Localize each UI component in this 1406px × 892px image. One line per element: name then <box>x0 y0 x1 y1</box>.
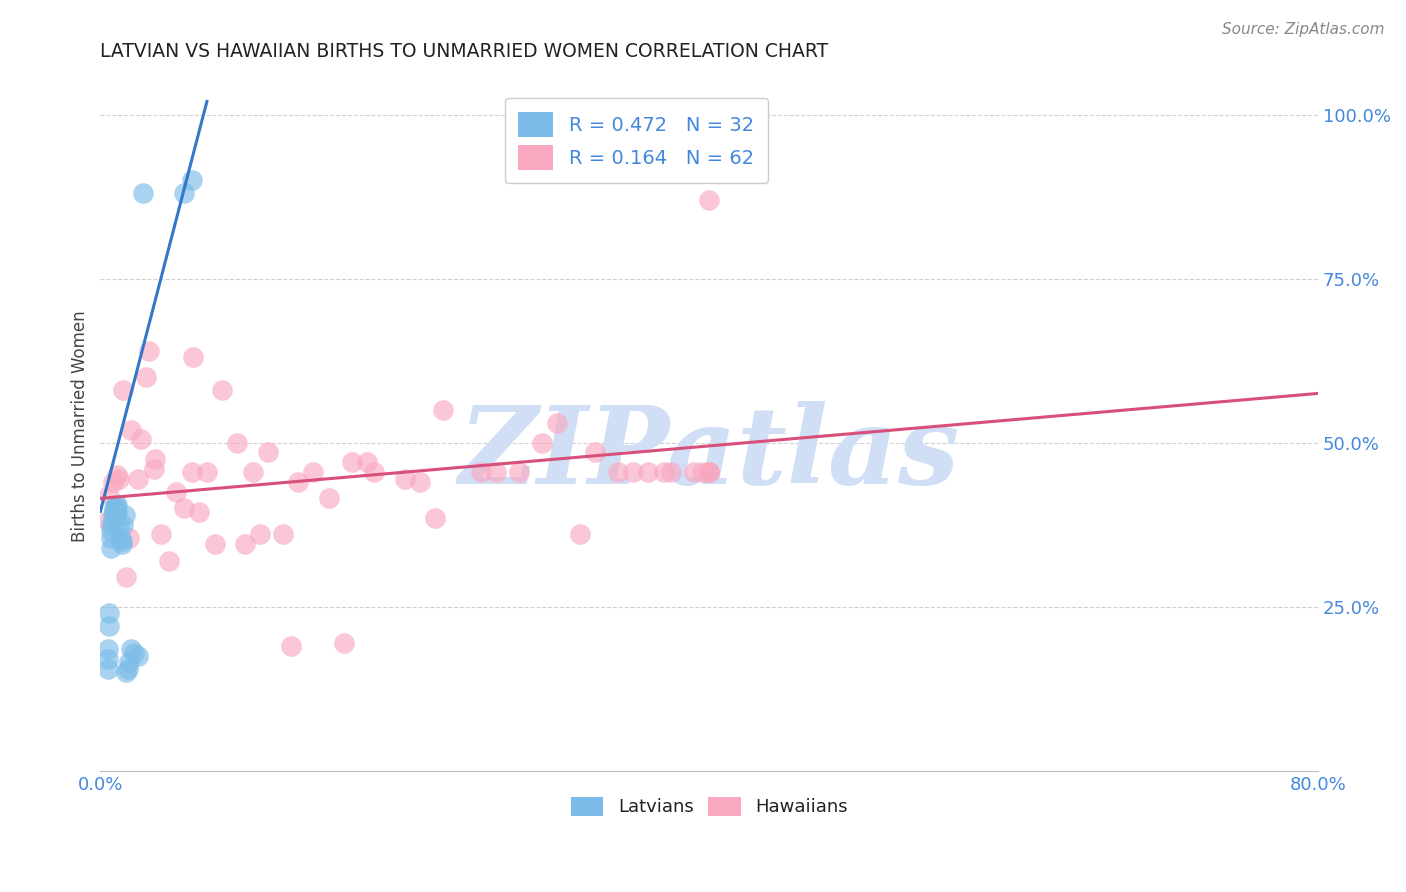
Point <box>115 665 138 680</box>
Point <box>697 465 720 479</box>
Point <box>302 465 325 479</box>
Point <box>356 455 378 469</box>
Point <box>100 541 122 555</box>
Point <box>180 173 202 187</box>
Point <box>697 193 720 207</box>
Point <box>157 554 180 568</box>
Point <box>127 648 149 663</box>
Point <box>233 537 256 551</box>
Point <box>363 465 385 479</box>
Point <box>135 370 157 384</box>
Point <box>122 646 145 660</box>
Point <box>98 488 121 502</box>
Point <box>226 435 249 450</box>
Point <box>103 504 125 518</box>
Point <box>485 465 508 479</box>
Point <box>98 606 121 620</box>
Point <box>697 465 720 479</box>
Point <box>340 455 363 469</box>
Point <box>131 433 153 447</box>
Point <box>683 465 706 479</box>
Point <box>195 465 218 479</box>
Point <box>333 636 356 650</box>
Point <box>103 501 125 516</box>
Point <box>508 465 530 479</box>
Point <box>432 402 454 417</box>
Point <box>112 517 135 532</box>
Point <box>470 465 492 479</box>
Point <box>249 527 271 541</box>
Point <box>181 351 204 365</box>
Point <box>115 570 138 584</box>
Point <box>211 383 233 397</box>
Point <box>104 501 127 516</box>
Point <box>101 508 124 522</box>
Point <box>127 472 149 486</box>
Point <box>621 465 644 479</box>
Point <box>690 465 713 479</box>
Point <box>97 642 120 657</box>
Point <box>568 527 591 541</box>
Point <box>100 531 122 545</box>
Point <box>425 511 447 525</box>
Y-axis label: Births to Unmarried Women: Births to Unmarried Women <box>72 310 89 542</box>
Point <box>256 445 278 459</box>
Point <box>118 531 141 545</box>
Point <box>111 534 134 549</box>
Point <box>652 465 675 479</box>
Point <box>143 452 166 467</box>
Point <box>242 465 264 479</box>
Point <box>114 508 136 522</box>
Point <box>97 514 120 528</box>
Point <box>104 498 127 512</box>
Point <box>637 465 659 479</box>
Point <box>530 435 553 450</box>
Point <box>138 343 160 358</box>
Point <box>180 465 202 479</box>
Point <box>188 504 211 518</box>
Point <box>105 504 128 518</box>
Point <box>108 531 131 545</box>
Point <box>100 517 122 532</box>
Legend: Latvians, Hawaiians: Latvians, Hawaiians <box>564 790 855 823</box>
Point <box>117 662 139 676</box>
Point <box>583 445 606 459</box>
Point <box>107 517 129 532</box>
Point <box>173 186 195 201</box>
Point <box>100 524 122 539</box>
Point <box>150 527 173 541</box>
Point <box>101 514 124 528</box>
Point <box>105 468 128 483</box>
Point <box>98 619 121 633</box>
Point <box>697 465 720 479</box>
Point <box>120 642 142 657</box>
Point <box>132 186 155 201</box>
Text: LATVIAN VS HAWAIIAN BIRTHS TO UNMARRIED WOMEN CORRELATION CHART: LATVIAN VS HAWAIIAN BIRTHS TO UNMARRIED … <box>100 42 828 61</box>
Point <box>659 465 682 479</box>
Point <box>287 475 309 489</box>
Point <box>409 475 432 489</box>
Point <box>107 472 129 486</box>
Point <box>120 423 142 437</box>
Point <box>204 537 226 551</box>
Point <box>280 639 302 653</box>
Point <box>394 472 416 486</box>
Point <box>142 462 165 476</box>
Point <box>606 465 628 479</box>
Point <box>173 501 195 516</box>
Point <box>546 416 568 430</box>
Point <box>166 484 188 499</box>
Point <box>101 475 124 489</box>
Point <box>104 504 127 518</box>
Point <box>97 652 120 666</box>
Point <box>111 537 134 551</box>
Point <box>112 383 135 397</box>
Point <box>105 498 128 512</box>
Text: Source: ZipAtlas.com: Source: ZipAtlas.com <box>1222 22 1385 37</box>
Text: ZIPatlas: ZIPatlas <box>458 401 960 507</box>
Point <box>271 527 294 541</box>
Point <box>118 656 141 670</box>
Point <box>97 662 120 676</box>
Point <box>318 491 340 506</box>
